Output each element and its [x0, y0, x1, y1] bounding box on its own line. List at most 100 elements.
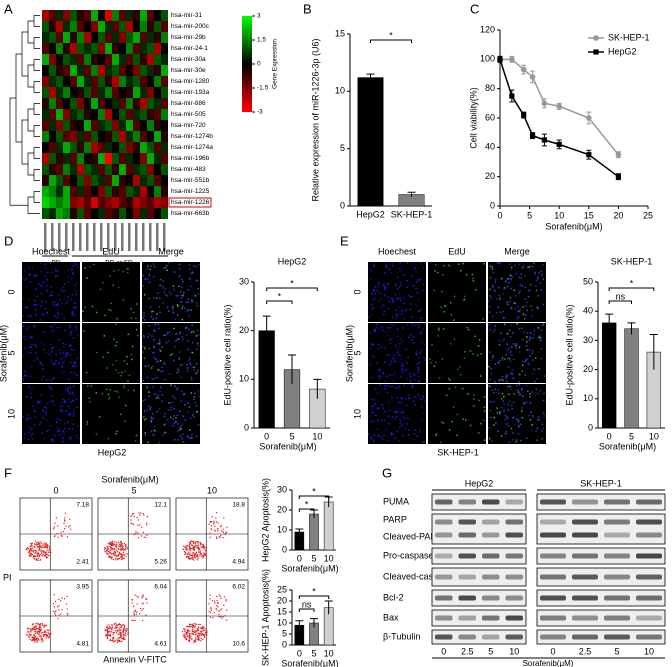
- cell-dot: [387, 334, 390, 336]
- cell-dot: [516, 418, 518, 421]
- cell-dot: [33, 410, 36, 412]
- event-dot: [183, 628, 185, 630]
- cell-dot: [523, 402, 525, 404]
- event-dot: [39, 544, 41, 546]
- cell-dot: [459, 366, 461, 368]
- heatmap-cell: [63, 21, 70, 32]
- cell-dot: [453, 295, 456, 298]
- column-label: [114, 223, 117, 251]
- event-dot: [185, 547, 187, 549]
- cell-dot: [509, 263, 511, 265]
- cell-dot: [166, 306, 169, 309]
- event-dot: [122, 548, 124, 550]
- cell-dot: [497, 361, 499, 363]
- y-tick-label: 0: [282, 639, 287, 649]
- event-dot: [111, 547, 113, 549]
- cell-dot: [110, 309, 112, 312]
- cell-dot: [506, 417, 509, 419]
- event-dot: [143, 536, 145, 538]
- cell-dot: [380, 305, 383, 308]
- heatmap-cell: [105, 65, 112, 76]
- cell-dot: [53, 434, 56, 437]
- lane-label: 5: [488, 646, 493, 656]
- cell-dot: [158, 327, 160, 330]
- event-dot: [120, 542, 123, 544]
- band: [636, 574, 662, 580]
- event-dot: [185, 545, 187, 547]
- event-dot: [219, 595, 221, 597]
- cell-dot: [178, 285, 180, 287]
- event-dot: [190, 638, 192, 640]
- event-dot: [108, 634, 110, 637]
- event-dot: [118, 541, 120, 543]
- event-dot: [206, 630, 208, 632]
- cell-dot: [151, 378, 154, 380]
- cell-dot: [370, 436, 373, 438]
- cell-dot: [406, 280, 408, 282]
- heatmap-cell: [161, 197, 168, 208]
- event-dot: [133, 515, 135, 518]
- event-dot: [39, 623, 42, 625]
- event-dot: [194, 545, 197, 547]
- cell-dot: [405, 348, 407, 351]
- event-dot: [43, 544, 45, 546]
- cell-dot: [414, 404, 417, 406]
- event-dot: [133, 533, 135, 536]
- cell-dot: [46, 311, 48, 314]
- event-dot: [45, 543, 47, 546]
- cell-dot: [163, 334, 165, 337]
- cell-dot: [65, 355, 67, 358]
- cell-dot: [411, 338, 413, 341]
- cell-dot: [385, 264, 388, 266]
- cell-dot: [422, 412, 425, 414]
- cell-dot: [417, 369, 419, 371]
- event-dot: [113, 548, 115, 550]
- heatmap-cell: [63, 43, 70, 54]
- cell-dot: [382, 329, 384, 331]
- cell-dot: [179, 429, 181, 431]
- cell-dot: [385, 273, 387, 276]
- heatmap-cell: [98, 87, 105, 98]
- cell-dot: [127, 380, 129, 382]
- dendrogram: [33, 191, 40, 203]
- event-dot: [186, 629, 188, 631]
- heatmap-cell: [105, 98, 112, 109]
- x-tick-label: 20: [613, 210, 623, 220]
- cell-dot: [171, 352, 173, 355]
- event-dot: [34, 641, 36, 643]
- cell-dot: [512, 332, 514, 334]
- event-dot: [119, 553, 122, 555]
- event-dot: [113, 551, 115, 553]
- heatmap-cell: [105, 186, 112, 197]
- cell-dot: [182, 305, 184, 308]
- event-dot: [124, 549, 126, 551]
- event-dot: [104, 551, 106, 553]
- cell-dot: [538, 272, 540, 274]
- highlight-box: [168, 197, 212, 208]
- cell-dot: [369, 347, 372, 349]
- event-dot: [221, 608, 223, 610]
- cell-dot: [540, 288, 542, 291]
- cell-dot: [462, 262, 465, 265]
- event-dot: [109, 552, 112, 554]
- cell-dot: [23, 347, 26, 349]
- heatmap-cell: [126, 76, 133, 87]
- event-dot: [197, 635, 199, 638]
- event-dot: [37, 545, 39, 548]
- event-dot: [189, 630, 191, 632]
- cell-dot: [394, 411, 396, 414]
- cell-dot: [521, 407, 523, 409]
- event-dot: [57, 536, 59, 538]
- cell-dot: [148, 333, 150, 336]
- cell-dot: [179, 426, 181, 429]
- cell-dot: [479, 375, 482, 377]
- cell-dot: [35, 300, 37, 302]
- cell-dot: [70, 298, 72, 301]
- heatmap-cell: [119, 153, 126, 164]
- event-dot: [117, 559, 119, 561]
- x-tick-label: 0: [297, 553, 302, 563]
- cell-dot: [177, 294, 179, 297]
- cell-dot: [507, 403, 510, 406]
- event-dot: [107, 634, 109, 637]
- cell-dot: [473, 394, 476, 396]
